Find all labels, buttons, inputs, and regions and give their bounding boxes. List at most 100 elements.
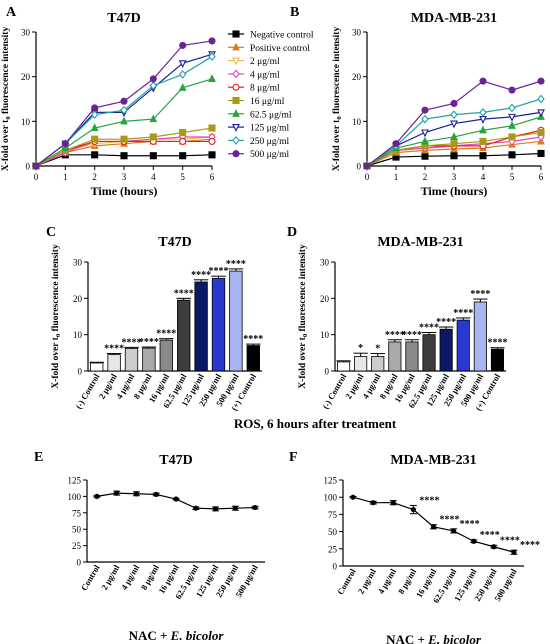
chart-a-point [208, 37, 216, 45]
chart-c-significance-label: **** [191, 270, 211, 281]
chart-c-category-label: (-) Control [73, 371, 101, 410]
chart-a-point [91, 135, 99, 143]
chart-b-y-tick-label: 10 [352, 117, 362, 127]
chart-b-point [508, 151, 516, 159]
chart-c-bar [142, 347, 156, 372]
chart-f-y-tick-label: 75 [328, 510, 338, 520]
chart-b-point [508, 113, 516, 122]
chart-a-legend-marker [232, 124, 240, 132]
chart-a-point [208, 52, 216, 61]
chart-a-point [178, 70, 187, 79]
chart-b-point [479, 137, 487, 145]
chart-d-y-tick-label: 30 [320, 258, 330, 268]
chart-a-point [178, 83, 187, 91]
chart-f-point [471, 538, 477, 544]
chart-e-x-label: NAC + E. bicolor [129, 628, 225, 643]
chart-a-point [149, 133, 157, 141]
chart-d-bar [354, 356, 368, 372]
chart-a-point [32, 162, 40, 170]
chart-c-bar [229, 270, 243, 372]
panel-letter-e: E [34, 450, 43, 465]
chart-d-significance-label: **** [419, 322, 439, 333]
chart-e-point [252, 504, 258, 511]
chart-f-significance-label: **** [500, 535, 520, 546]
chart-d-title: MDA-MB-231 [377, 235, 463, 250]
chart-a-legend-marker [232, 57, 240, 66]
chart-a-point [179, 152, 187, 160]
chart-f-point [511, 549, 517, 555]
chart-a-point [149, 81, 158, 90]
chart-a-legend-marker [232, 42, 240, 51]
chart-c-bar [211, 277, 226, 372]
chart-a-legend-label: 62.5 μg/ml [250, 110, 292, 120]
chart-a-x-label: Time (hours) [91, 184, 158, 198]
chart-a-legend-marker [232, 69, 240, 79]
chart-f-y-tick-label: 0 [333, 562, 338, 572]
chart-c-bar [90, 362, 104, 372]
chart-a-legend-label: 16 μg/ml [250, 97, 285, 107]
chart-b-point [421, 106, 429, 114]
chart-c-significance-label: **** [243, 334, 263, 345]
chart-f-point [491, 544, 497, 550]
chart-f-title: MDA-MB-231 [390, 453, 476, 468]
chart-b-x-tick-label: 4 [481, 172, 486, 182]
chart-b-point [537, 77, 545, 85]
chart-a-legend-marker [232, 30, 240, 38]
chart-b-point [450, 99, 458, 108]
panel-letter-f: F [289, 450, 298, 465]
chart-a-y-tick-label: 20 [21, 72, 31, 82]
chart-a-legend-marker [232, 136, 240, 145]
chart-f-y-tick-label: 25 [328, 544, 338, 554]
chart-f-point [430, 524, 437, 530]
chart-d-bar [490, 348, 505, 372]
chart-d-y-tick-label: 20 [320, 294, 330, 304]
chart-b-point [479, 116, 487, 124]
chart-c-y-tick-label: 20 [73, 294, 83, 304]
chart-b-point [363, 162, 371, 170]
chart-a-point [120, 135, 128, 143]
chart-c-y-label: X-fold over t0 fluorescence intensity [51, 244, 62, 389]
panel-letter-d: D [287, 225, 297, 240]
chart-b-point [508, 133, 516, 141]
chart-a-point [120, 97, 128, 105]
chart-b-y-tick-label: 20 [352, 72, 362, 82]
chart-b-x-tick-label: 6 [539, 172, 544, 182]
chart-b-point [537, 149, 545, 158]
chart-c-title: T47D [158, 235, 191, 250]
chart-a-legend-marker [232, 83, 240, 91]
chart-a-chart: T47D 0 10 20 30 0 1 2 3 4 5 6 Time (hours) X-fold ove… [1, 11, 314, 198]
chart-e-y-tick-label: 125 [68, 476, 82, 486]
chart-e-y-tick-label: 0 [77, 558, 82, 568]
chart-d-bar [405, 341, 419, 372]
chart-b-y-label: X-fold over t0 fluorescence intensity [332, 27, 343, 172]
chart-a-point [179, 41, 187, 49]
chart-b-x-tick-label: 1 [394, 172, 399, 182]
chart-a-point [91, 104, 99, 112]
chart-e-point [94, 493, 100, 499]
chart-d-bar [422, 334, 436, 372]
chart-d-significance-label: **** [402, 330, 422, 341]
chart-c-y-tick-label: 10 [73, 330, 83, 340]
chart-e-point [212, 506, 219, 512]
chart-a-legend-label: 250 μg/ml [250, 137, 289, 147]
chart-c-bar [246, 345, 260, 372]
chart-a-x-tick-label: 1 [63, 172, 68, 182]
chart-d-significance-label: **** [453, 308, 473, 319]
chart-b-x-tick-label: 3 [452, 172, 457, 182]
chart-d-y-tick-label: 10 [320, 330, 330, 340]
chart-b-x-tick-label: 5 [510, 172, 515, 182]
chart-a-legend-marker [232, 150, 240, 158]
chart-a-y-label: X-fold over t0 fluorescence intensity [1, 27, 12, 172]
chart-f-significance-label: **** [460, 519, 480, 530]
chart-d-bar [388, 341, 402, 372]
chart-a-point [208, 74, 216, 82]
chart-b-y-tick-label: 30 [352, 28, 362, 38]
chart-a-point [208, 124, 216, 132]
chart-c-significance-label: **** [209, 266, 229, 277]
chart-c-significance-label: **** [226, 259, 246, 270]
chart-a-point [179, 137, 187, 145]
chart-f-point [370, 500, 376, 506]
chart-f-y-tick-label: 125 [324, 476, 338, 486]
